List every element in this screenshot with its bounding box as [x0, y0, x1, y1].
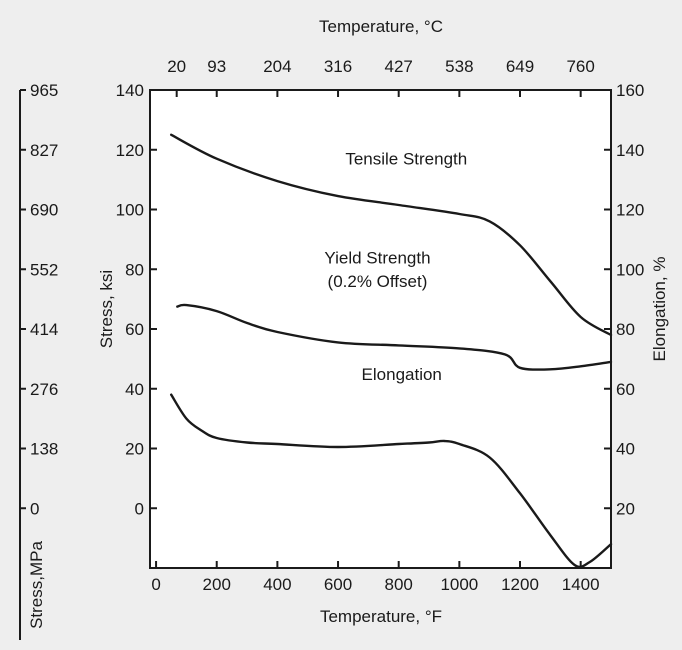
- y3-tick-label: 690: [30, 201, 58, 220]
- y2-tick-label: 60: [616, 380, 635, 399]
- plot-area: [149, 89, 612, 569]
- x-tick-label: 200: [203, 575, 231, 594]
- curve-label: Elongation: [362, 365, 442, 384]
- y3-tick-label: 965: [30, 81, 58, 100]
- y3-tick-label: 414: [30, 320, 58, 339]
- y-tick-label: 140: [116, 81, 144, 100]
- plot-frame: [149, 89, 612, 569]
- curve-label: Yield Strength: [324, 248, 430, 267]
- y2-axis-title: Elongation, %: [650, 257, 669, 362]
- x2-axis-title: Temperature, °C: [319, 17, 443, 36]
- x2-tick-label: 20: [167, 57, 186, 76]
- series-line-1: [176, 303, 613, 371]
- y2-tick-label: 140: [616, 141, 644, 160]
- curve-labels: Tensile Strength Yield Strength (0.2% Offs…: [324, 150, 467, 384]
- y2-tick-label: 100: [616, 260, 644, 279]
- y2-tick-label: 40: [616, 440, 635, 459]
- mpa-axis: 965 827 690 552 414 276 138 0: [19, 81, 58, 640]
- x-axis-title: Temperature, °F: [320, 607, 442, 626]
- series-lines: [170, 133, 613, 569]
- x2-tick-label: 204: [263, 57, 291, 76]
- x2-tick-label: 538: [445, 57, 473, 76]
- x2-tick-label: 649: [506, 57, 534, 76]
- y-tick-label: 20: [125, 440, 144, 459]
- y-tick-label: 120: [116, 141, 144, 160]
- x2-tick-label: 93: [207, 57, 226, 76]
- x2-tick-label: 316: [324, 57, 352, 76]
- y2-tick-label: 120: [616, 201, 644, 220]
- curve-label: Tensile Strength: [345, 150, 467, 169]
- y3-axis-title: Stress,MPa: [27, 541, 46, 629]
- y-tick-label: 0: [135, 499, 144, 518]
- x-tick-label: 400: [263, 575, 291, 594]
- curve-label: (0.2% Offset): [328, 272, 428, 291]
- y2-tick-label: 20: [616, 499, 635, 518]
- x-tick-label: 1000: [440, 575, 478, 594]
- y-tick-label: 60: [125, 320, 144, 339]
- series-line-0: [170, 133, 613, 337]
- y3-tick-label: 276: [30, 380, 58, 399]
- y2-tick-label: 160: [616, 81, 644, 100]
- x2-tick-label: 427: [385, 57, 413, 76]
- y3-tick-label: 552: [30, 260, 58, 279]
- x2-tick-label: 760: [566, 57, 594, 76]
- y3-tick-label: 827: [30, 141, 58, 160]
- series-line-2: [170, 393, 613, 569]
- x-tick-label: 600: [324, 575, 352, 594]
- y3-tick-label: 138: [30, 440, 58, 459]
- y2-tick-label: 80: [616, 320, 635, 339]
- x-tick-label: 1400: [562, 575, 600, 594]
- axis-ticks: [150, 89, 611, 568]
- y3-tick-label: 0: [30, 499, 39, 518]
- x-tick-label: 0: [151, 575, 160, 594]
- y-tick-label: 100: [116, 201, 144, 220]
- x-tick-label: 800: [385, 575, 413, 594]
- y-tick-label: 80: [125, 260, 144, 279]
- x-tick-label: 1200: [501, 575, 539, 594]
- y-axis-title: Stress, ksi: [97, 270, 116, 348]
- y-tick-label: 40: [125, 380, 144, 399]
